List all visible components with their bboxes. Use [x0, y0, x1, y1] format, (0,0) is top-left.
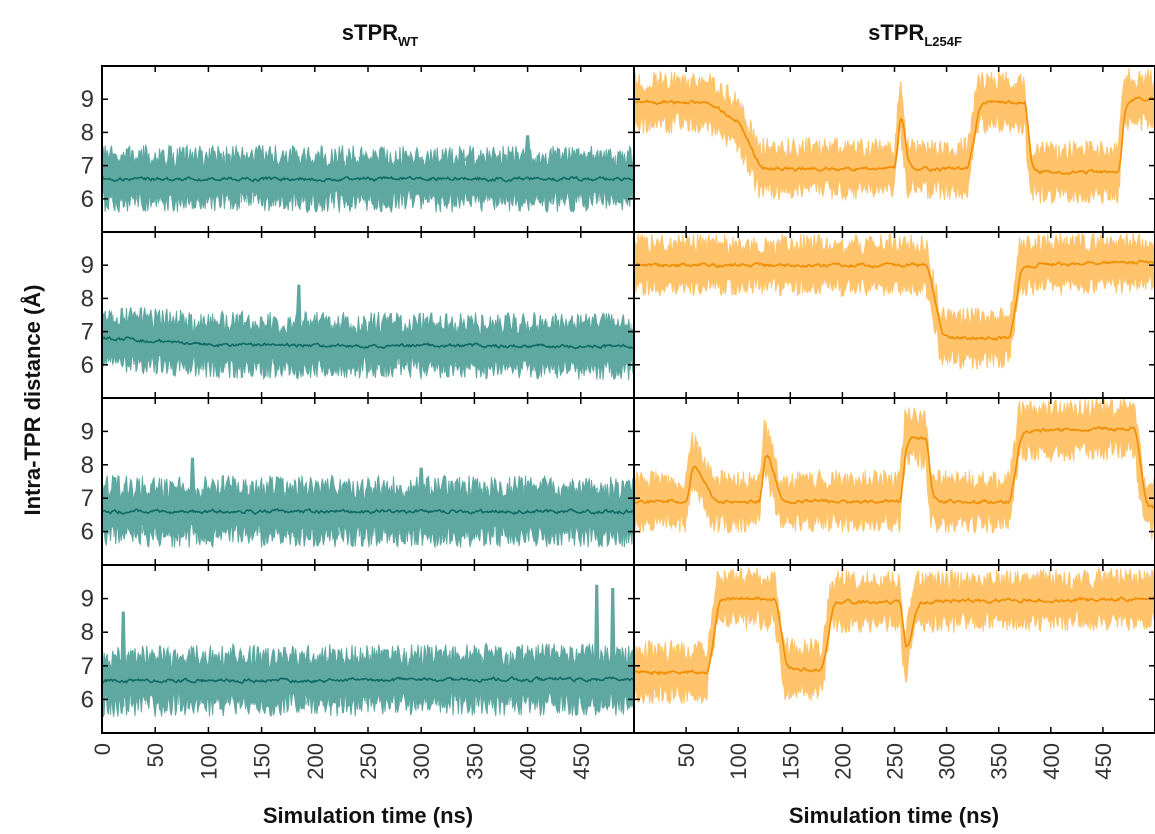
y-tick-label: 8	[81, 619, 94, 646]
column-title-wt-main: sTPR	[342, 20, 398, 45]
x-tick-label: 250	[883, 743, 908, 780]
panel-0-2	[102, 457, 634, 549]
series-raw	[102, 483, 634, 539]
x-tick-label: 400	[1039, 743, 1064, 780]
x-tick-label: 450	[1091, 743, 1116, 780]
x-axis-label-l254f: Simulation time (ns)	[789, 803, 999, 828]
series-average-line	[634, 259, 1155, 342]
panel-0-0	[102, 135, 634, 214]
panel-1-2	[634, 398, 1155, 540]
y-tick-label: 7	[81, 153, 94, 180]
column-title-l254f-main: sTPR	[868, 20, 924, 45]
y-tick-label: 7	[81, 653, 94, 680]
column-title-l254f-subscript: L254F	[924, 34, 962, 49]
y-tick-label: 6	[81, 186, 94, 213]
x-tick-label: 50	[674, 743, 699, 767]
panel-1-1	[634, 232, 1155, 370]
series-raw	[634, 411, 1155, 525]
series-band	[102, 284, 634, 381]
x-tick-label: 350	[462, 743, 487, 780]
x-tick-label: 300	[935, 743, 960, 780]
series-average-line	[102, 508, 634, 516]
series-raw	[102, 652, 634, 708]
panel-0-1	[102, 284, 634, 381]
column-title-wt-subscript: WT	[398, 34, 418, 49]
panel-1-3	[634, 566, 1155, 705]
x-tick-label: 200	[303, 743, 328, 780]
x-axis-label-wt: Simulation time (ns)	[263, 803, 473, 828]
x-tick-label: 100	[196, 743, 221, 780]
series-raw	[634, 582, 1155, 690]
panel-1-0	[634, 67, 1155, 205]
y-tick-label: 7	[81, 319, 94, 346]
x-tick-label: 150	[250, 743, 275, 780]
x-tick-label: 400	[516, 743, 541, 780]
y-tick-label: 8	[81, 119, 94, 146]
series-average-line	[634, 96, 1155, 176]
series-band	[634, 232, 1155, 370]
y-tick-label: 9	[81, 252, 94, 279]
x-tick-label: 100	[726, 743, 751, 780]
series-average-line	[634, 426, 1155, 509]
y-tick-label: 9	[81, 418, 94, 445]
y-tick-label: 9	[81, 86, 94, 113]
x-tick-label: 150	[778, 743, 803, 780]
series-raw	[102, 313, 634, 372]
y-tick-label: 9	[81, 586, 94, 613]
x-tick-label: 200	[830, 743, 855, 780]
y-axis-label: Intra-TPR distance (Å)	[19, 284, 45, 515]
series-band	[634, 398, 1155, 540]
column-title-l254f: sTPRL254F	[868, 20, 962, 49]
series-average-line	[102, 675, 634, 684]
series-average-line	[102, 335, 634, 350]
panel-0-3	[102, 584, 634, 718]
x-tick-label: 350	[987, 743, 1012, 780]
y-tick-label: 6	[81, 519, 94, 546]
column-title-wt: sTPRWT	[342, 20, 419, 49]
panel-frame	[101, 65, 635, 233]
y-tick-label: 6	[81, 352, 94, 379]
x-tick-label: 50	[143, 743, 168, 767]
x-tick-label: 450	[569, 743, 594, 780]
y-tick-label: 7	[81, 485, 94, 512]
series-average-line	[102, 175, 634, 183]
panels-layer: 6 7 8 9 6 7 8 9 6 7 8 9 6 7 8 9 0 50 100 150 200 250 300 350 400…	[81, 65, 1155, 780]
x-tick-label: 300	[409, 743, 434, 780]
y-tick-label: 6	[81, 686, 94, 713]
x-tick-label: 250	[356, 743, 381, 780]
series-raw	[634, 80, 1155, 191]
x-tick-label: 0	[90, 743, 115, 755]
y-tick-label: 8	[81, 285, 94, 312]
series-average-line	[634, 595, 1155, 676]
y-tick-label: 8	[81, 452, 94, 479]
